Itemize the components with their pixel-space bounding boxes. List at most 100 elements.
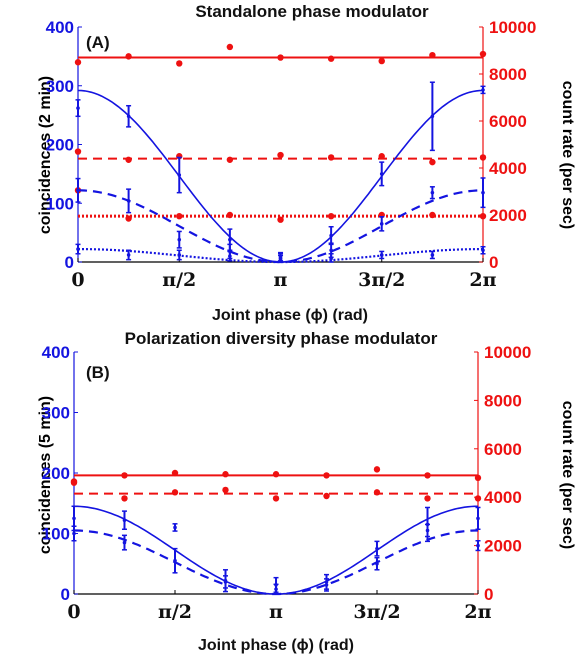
x-tick-label: π [274, 269, 288, 291]
coincidence-point [375, 561, 379, 566]
coincidence-point [379, 222, 384, 226]
panel-b: Polarization diversity phase modulator (… [37, 329, 576, 654]
y-tick-label-left: 100 [42, 525, 70, 544]
rate-point [327, 212, 335, 220]
coincidence-point [126, 199, 131, 203]
rate-point [424, 472, 431, 479]
coincidence-point [430, 114, 435, 119]
rate-point [429, 158, 436, 166]
rate-point [277, 216, 284, 223]
y-tick-label-left: 400 [42, 343, 70, 362]
y-tick-label-right: 2000 [484, 537, 522, 556]
y-tick-label-right: 6000 [489, 112, 527, 131]
rate-point [373, 489, 381, 496]
y-tick-label-right: 4000 [489, 159, 527, 178]
x-axis-label-a: Joint phase (ϕ) (rad) [212, 307, 368, 324]
coincidence-point [379, 253, 384, 257]
y-tick-label-left: 300 [42, 404, 70, 423]
coincidence-point [126, 253, 131, 257]
rate-point [121, 472, 128, 479]
rate-point [323, 472, 330, 479]
x-tick-label: 3π/2 [358, 269, 405, 291]
coincidence-point [223, 580, 228, 584]
coincidence-point [425, 528, 430, 533]
coincidence-point [122, 518, 127, 522]
rate-point [474, 474, 482, 482]
rate-point [424, 495, 431, 502]
rate-point [327, 55, 335, 62]
rate-point [74, 148, 82, 155]
panel-a: Standalone phase modulator (A) coinciden… [37, 2, 576, 324]
y-tick-label-right: 0 [484, 585, 493, 604]
rate-point [121, 495, 128, 502]
rate-point [125, 215, 132, 222]
coincidence-point [177, 237, 182, 242]
x-tick-label: 0 [71, 269, 84, 291]
y-tick-label-right: 2000 [489, 206, 527, 225]
coincidence-point [476, 543, 480, 548]
rate-point [277, 54, 284, 61]
y-tick-label-left: 400 [46, 18, 74, 37]
rate-point [176, 60, 183, 67]
x-tick-label: 2π [464, 601, 491, 623]
coincidence-point [228, 237, 232, 242]
coincidence-point [76, 247, 80, 251]
fit-curve-solid [77, 89, 484, 263]
y-axis-label-right-b: count rate (per sec) [559, 401, 576, 549]
rate-point [479, 50, 487, 58]
chart-title-b: Polarization diversity phase modulator [125, 329, 438, 348]
y-axis-label-right-a: count rate (per sec) [559, 81, 576, 229]
coincidence-point [76, 188, 80, 193]
coincidence-point [177, 173, 182, 177]
rate-point [373, 466, 381, 473]
x-tick-label: π/2 [158, 601, 192, 623]
y-tick-label-left: 0 [65, 253, 74, 272]
coincidence-point [481, 190, 485, 195]
rate-point [272, 471, 280, 478]
rate-point [70, 479, 78, 486]
coincidence-point [126, 114, 131, 119]
y-tick-label-left: 200 [46, 136, 74, 155]
coincidence-point [481, 88, 485, 92]
x-tick-label: 2π [469, 269, 496, 291]
coincidence-point [228, 254, 232, 258]
rate-point [272, 495, 280, 502]
panel-label-a: (A) [86, 33, 110, 52]
coincidence-point [375, 546, 379, 551]
coincidence-point [173, 525, 177, 530]
y-tick-label-right: 10000 [484, 343, 531, 362]
rate-point [323, 492, 330, 500]
coincidence-point [430, 253, 435, 257]
rate-point [479, 154, 487, 161]
rate-point [474, 495, 482, 502]
coincidence-point [274, 587, 278, 591]
y-tick-label-left: 0 [61, 585, 70, 604]
rate-point [327, 154, 335, 161]
rate-point [222, 486, 229, 494]
rate-point [74, 59, 82, 66]
coincidence-point [278, 257, 283, 261]
rate-point [176, 212, 183, 220]
rate-point [378, 57, 385, 65]
y-tick-label-right: 0 [489, 253, 498, 272]
coincidence-point [329, 233, 333, 238]
rate-point [125, 53, 132, 60]
rate-point [171, 469, 179, 477]
rate-point [226, 211, 234, 219]
coincidence-point [329, 248, 333, 253]
y-tick-label-right: 8000 [484, 391, 522, 410]
rate-point [171, 489, 179, 496]
x-tick-label: 3π/2 [353, 601, 400, 623]
y-axis-label-left-b: coincidences (5 min) [37, 396, 54, 554]
rate-point [226, 43, 234, 51]
coincidence-point [72, 531, 76, 536]
rate-point [125, 156, 132, 163]
y-tick-label-right: 10000 [489, 18, 536, 37]
y-tick-label-left: 300 [46, 77, 74, 96]
x-tick-label: 0 [67, 601, 80, 623]
rate-point [378, 153, 385, 160]
chart-title-a: Standalone phase modulator [195, 2, 429, 21]
y-tick-label-right: 4000 [484, 488, 522, 507]
x-tick-label: π [269, 601, 283, 623]
coincidence-point [76, 106, 80, 110]
